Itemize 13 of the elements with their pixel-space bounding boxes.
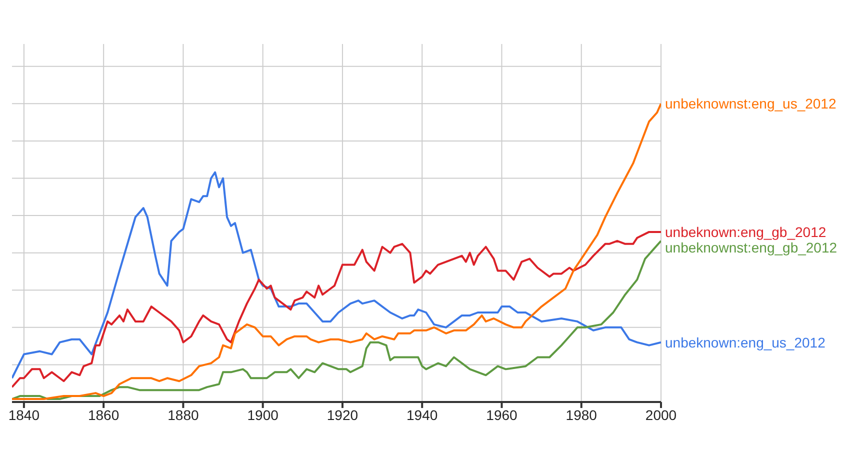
x-tick-label: 1840 <box>8 406 40 423</box>
x-tick-label: 1860 <box>88 406 120 423</box>
series-label: unbeknown:eng_gb_2012 <box>665 224 826 240</box>
x-tick-label: 1900 <box>247 406 279 423</box>
series-label: unbeknownst:eng_gb_2012 <box>665 239 838 256</box>
x-tick-label: 1960 <box>486 406 518 423</box>
x-tick-label: 1940 <box>406 406 438 423</box>
x-tick-label: 2000 <box>645 406 677 423</box>
x-tick-label: 1980 <box>566 406 598 423</box>
series-label: unbeknown:eng_us_2012 <box>665 334 826 350</box>
x-tick-label: 1880 <box>168 406 199 423</box>
series-label: unbeknownst:eng_us_2012 <box>665 96 836 112</box>
x-tick-label: 1920 <box>326 406 358 423</box>
